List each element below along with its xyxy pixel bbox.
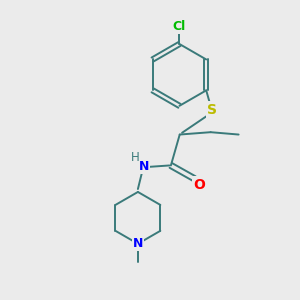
Text: N: N <box>139 160 149 173</box>
Text: O: O <box>193 178 205 192</box>
Text: H: H <box>130 151 139 164</box>
Text: S: S <box>207 103 217 116</box>
Text: Cl: Cl <box>173 20 186 33</box>
Text: N: N <box>133 237 143 250</box>
